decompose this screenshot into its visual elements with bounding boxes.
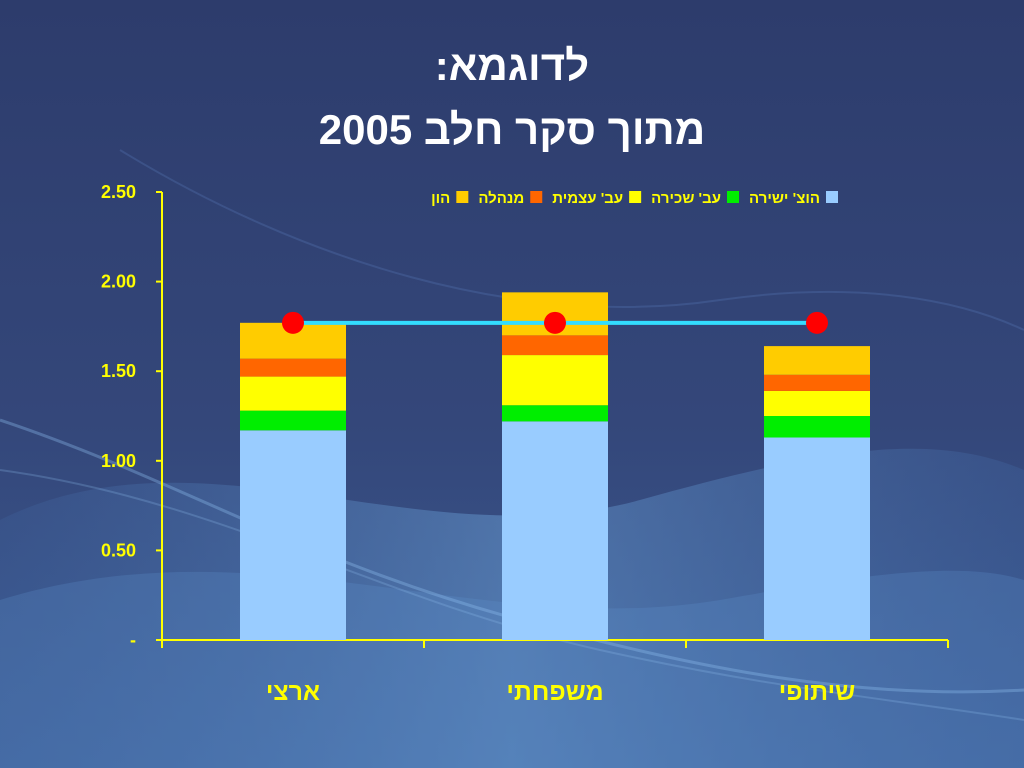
y-tick-label: 2.00 bbox=[101, 272, 136, 292]
x-category-label: משפחתי bbox=[506, 678, 603, 706]
legend-label-1: עב' שכירה bbox=[651, 190, 721, 207]
bar-segment-1-3 bbox=[502, 335, 608, 356]
slide-title-line2: מתוך סקר חלב 2005 bbox=[318, 106, 706, 153]
bar-segment-1-1 bbox=[502, 405, 608, 422]
bar-segment-2-1 bbox=[764, 416, 870, 438]
y-tick-label: 1.00 bbox=[101, 451, 136, 471]
legend-swatch-2 bbox=[629, 191, 642, 203]
x-category-label: שיתופי bbox=[779, 678, 856, 706]
bar-segment-2-4 bbox=[764, 346, 870, 375]
legend-label-0: הוצ' ישירה bbox=[749, 190, 820, 207]
legend-label-2: עב' עצמית bbox=[552, 190, 623, 207]
bar-segment-0-1 bbox=[240, 410, 346, 431]
legend-label-3: מנהלה bbox=[478, 190, 524, 207]
y-tick-label: 0.50 bbox=[101, 540, 136, 560]
legend-swatch-4 bbox=[456, 191, 469, 203]
y-tick-label: 2.50 bbox=[101, 182, 136, 202]
legend-swatch-1 bbox=[727, 191, 739, 203]
bar-segment-2-3 bbox=[764, 374, 870, 391]
y-tick-label: 1.50 bbox=[101, 361, 136, 381]
line-marker-0 bbox=[282, 311, 304, 334]
line-marker-2 bbox=[806, 311, 828, 334]
legend-swatch-3 bbox=[530, 191, 543, 203]
bar-segment-2-0 bbox=[764, 437, 870, 640]
y-tick-label: - bbox=[130, 630, 136, 650]
bar-segment-0-0 bbox=[240, 430, 346, 640]
slide-title-line1: לדוגמא: bbox=[434, 42, 590, 89]
bar-segment-1-0 bbox=[502, 421, 608, 640]
x-category-label: ארצי bbox=[266, 678, 320, 706]
legend-swatch-0 bbox=[826, 191, 838, 203]
legend-label-4: הון bbox=[431, 190, 450, 207]
bar-segment-1-2 bbox=[502, 355, 608, 406]
bar-segment-0-2 bbox=[240, 376, 346, 411]
bar-segment-0-3 bbox=[240, 358, 346, 377]
line-marker-1 bbox=[544, 311, 566, 334]
bar-segment-2-2 bbox=[764, 390, 870, 416]
